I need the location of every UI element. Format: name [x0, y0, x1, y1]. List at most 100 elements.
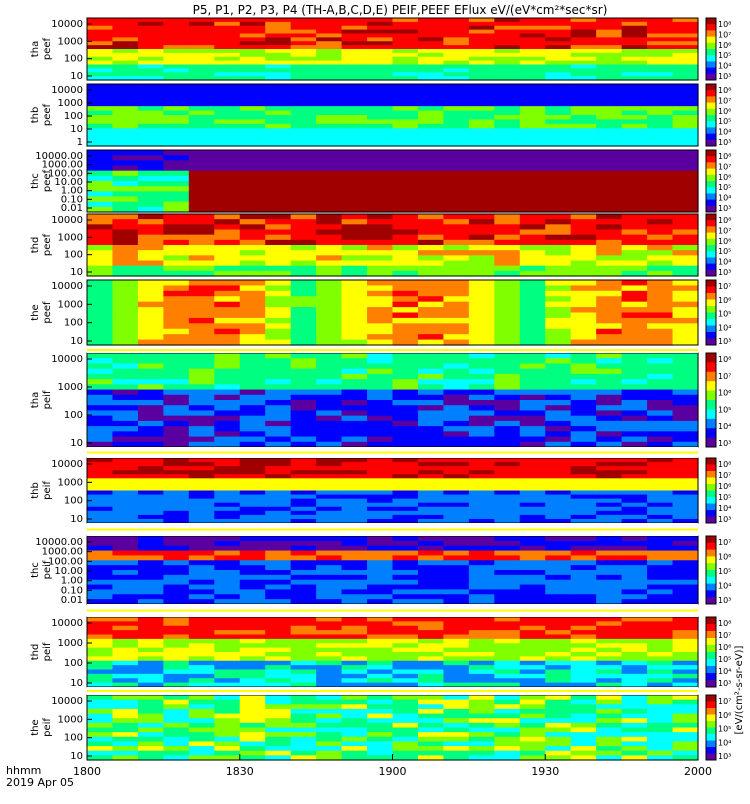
heatmap-cell [621, 713, 648, 719]
heatmap-cell [87, 229, 114, 236]
heatmap-cell [417, 678, 445, 684]
heatmap-cell [392, 358, 419, 365]
heatmap-cell [621, 625, 648, 631]
heatmap-cell [341, 323, 368, 330]
heatmap-cell [112, 312, 139, 319]
heatmap-cell [647, 514, 674, 520]
heatmap-cell [316, 555, 343, 561]
heatmap-cell [417, 68, 445, 73]
heatmap-cell [417, 181, 445, 187]
heatmap-cell [112, 490, 139, 496]
heatmap-cell [519, 647, 546, 653]
heatmap-cell [443, 339, 470, 346]
colorbar-segment [706, 55, 716, 62]
heatmap-cell [163, 137, 190, 143]
heatmap-cell [188, 255, 215, 262]
heatmap-cell [647, 224, 674, 231]
colorbar-tick-label: 10⁴ [718, 194, 731, 203]
heatmap-cell [87, 37, 114, 42]
heatmap-cell [265, 224, 292, 231]
colorbar-tick-label: 10⁶ [718, 296, 731, 305]
heatmap-cell [596, 755, 623, 761]
heatmap-cell [570, 123, 597, 129]
heatmap-cell [188, 746, 215, 752]
heatmap-cell [87, 328, 114, 335]
heatmap-cell [188, 584, 215, 591]
heatmap-cell [545, 718, 572, 724]
heatmap-cell [392, 570, 419, 576]
heatmap-cell [647, 565, 674, 571]
heatmap-cell [137, 594, 164, 600]
heatmap-cell [392, 368, 419, 375]
heatmap-cell [87, 673, 114, 679]
heatmap-cell [341, 405, 368, 412]
heatmap-cell [316, 625, 343, 631]
heatmap-cell [494, 494, 521, 500]
heatmap-cell [163, 301, 190, 308]
heatmap-cell [341, 206, 368, 213]
heatmap-cell [596, 49, 623, 54]
heatmap-cell [163, 191, 190, 198]
heatmap-cell [417, 545, 445, 552]
heatmap-cell [214, 625, 241, 631]
heatmap-cell [647, 474, 674, 479]
heatmap-cell [112, 155, 139, 161]
heatmap-cell [596, 722, 623, 729]
heatmap-cell [87, 265, 114, 272]
heatmap-cell [188, 307, 215, 314]
heatmap-cell [87, 741, 114, 747]
heatmap-cell [214, 29, 241, 35]
heatmap-cell [570, 708, 597, 715]
heatmap-cell [265, 750, 292, 756]
heatmap-cell [137, 270, 164, 277]
heatmap-cell [392, 175, 419, 182]
heatmap-cell [672, 358, 699, 365]
heatmap-cell [494, 621, 521, 627]
heatmap-cell [316, 426, 343, 432]
heatmap-cell [137, 123, 164, 129]
heatmap-cell [596, 84, 623, 90]
heatmap-cell [137, 732, 164, 738]
heatmap-cell [265, 400, 292, 406]
heatmap-cell [137, 285, 164, 292]
heatmap-cell [494, 68, 521, 73]
heatmap-cell [239, 68, 266, 73]
heatmap-cell [137, 570, 164, 576]
heatmap-cell [188, 123, 215, 129]
heatmap-cell [468, 617, 495, 622]
heatmap-cell [341, 625, 368, 631]
heatmap-cell [494, 647, 521, 653]
heatmap-cell [367, 708, 394, 715]
heatmap-cell [188, 669, 215, 675]
heatmap-cell [341, 317, 368, 324]
colorbar-segment [706, 251, 716, 258]
heatmap-cell [596, 506, 623, 512]
heatmap-cell [570, 755, 597, 761]
heatmap-cell [341, 474, 368, 479]
heatmap-cell [214, 181, 241, 187]
heatmap-cell [290, 502, 317, 508]
heatmap-cell [290, 84, 317, 90]
colorbar-tick-label: 10⁴ [718, 258, 731, 267]
heatmap-cell [316, 565, 343, 571]
heatmap-cell [392, 638, 419, 644]
heatmap-cell [417, 732, 445, 738]
heatmap-cell [239, 60, 266, 66]
heatmap-cell [87, 474, 114, 479]
heatmap-cell [621, 175, 648, 182]
heatmap-cell [392, 165, 419, 172]
heatmap-cell [672, 312, 699, 319]
y-tick-label: 1000 [58, 36, 83, 47]
heatmap-cell [545, 328, 572, 335]
heatmap-cell [519, 72, 546, 77]
heatmap-cell [239, 718, 266, 724]
heatmap-cell [672, 436, 699, 443]
heatmap-cell [316, 560, 343, 566]
colorbar-segment [706, 645, 716, 653]
heatmap-cell [188, 280, 215, 287]
heatmap-cell [341, 92, 368, 98]
heatmap-cell [417, 750, 445, 756]
heatmap-cell [341, 482, 368, 488]
heatmap-cell [341, 260, 368, 267]
heatmap-cell [647, 234, 674, 241]
